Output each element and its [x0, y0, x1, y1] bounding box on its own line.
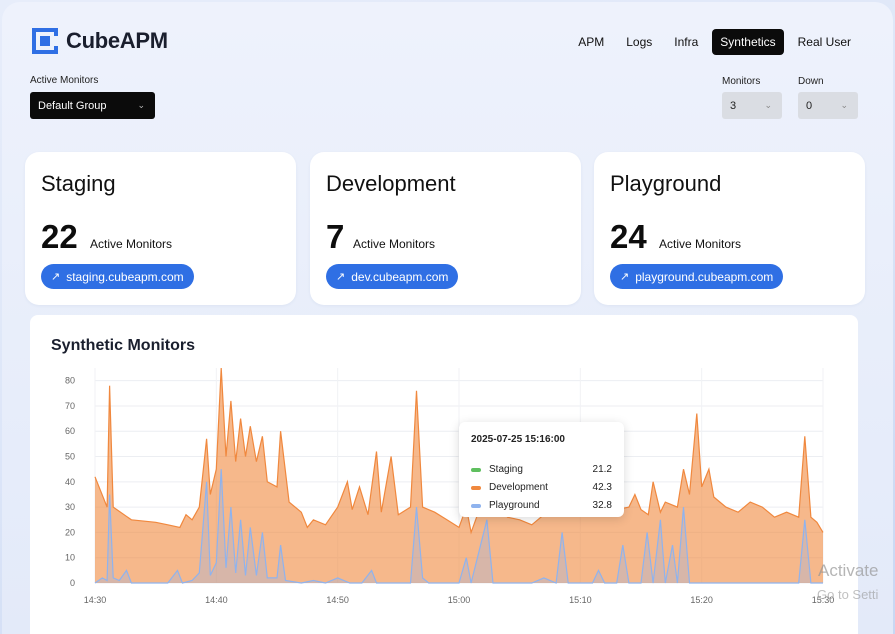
x-tick-label: 14:30: [84, 595, 107, 605]
synthetic-monitors-panel: Synthetic Monitors 0 10 20 30 40 50 60 70 80 14:3…: [30, 315, 858, 634]
chart-tooltip: 2025-07-25 15:16:00 Staging 21.2 Develop…: [459, 422, 624, 517]
series-line-playground: [94, 469, 823, 584]
y-tick-label: 60: [65, 426, 75, 436]
external-link-icon: ↗: [620, 271, 630, 283]
monitors-select[interactable]: 3 ⌄: [722, 92, 782, 119]
tooltip-value: 21.2: [592, 464, 612, 475]
x-tick-label: 15:20: [690, 595, 713, 605]
y-tick-label: 40: [65, 477, 75, 487]
legend-swatch: [471, 503, 481, 508]
x-tick-label: 14:50: [326, 595, 349, 605]
series-area-development: [95, 368, 823, 583]
group-select-value: Default Group: [38, 99, 107, 112]
y-tick-label: 0: [70, 578, 75, 588]
tooltip-value: 42.3: [592, 482, 612, 493]
monitors-label: Monitors: [722, 76, 761, 87]
tooltip-row-development: Development 42.3: [471, 482, 612, 493]
nav-real-user[interactable]: Real User: [797, 35, 851, 49]
down-label: Down: [798, 76, 824, 87]
x-tick-label: 14:40: [205, 595, 228, 605]
card-title: Playground: [610, 171, 722, 196]
monitors-select-value: 3: [730, 99, 737, 112]
card-link-staging[interactable]: ↗ staging.cubeapm.com: [41, 264, 194, 289]
card-link-development[interactable]: ↗ dev.cubeapm.com: [326, 264, 459, 289]
down-select-value: 0: [806, 99, 813, 112]
card-title: Development: [326, 171, 456, 196]
y-tick-label: 10: [65, 553, 75, 563]
y-tick-label: 50: [65, 452, 75, 462]
down-select[interactable]: 0 ⌄: [798, 92, 858, 119]
logo[interactable]: CubeAPM: [32, 28, 168, 54]
card-title: Staging: [41, 171, 116, 196]
external-link-icon: ↗: [51, 271, 61, 283]
nav-synthetics[interactable]: Synthetics: [712, 29, 784, 55]
y-tick-label: 30: [65, 502, 75, 512]
card-link-playground[interactable]: ↗ playground.cubeapm.com: [610, 264, 784, 289]
legend-swatch: [471, 485, 481, 490]
card-link-text: dev.cubeapm.com: [351, 269, 449, 284]
tooltip-label: Development: [489, 482, 548, 493]
tooltip-label: Staging: [489, 464, 523, 475]
group-select[interactable]: Default Group ⌄: [30, 92, 155, 119]
top-nav: APM Logs Infra Synthetics Real User: [570, 29, 859, 55]
card-count: 24: [610, 218, 647, 255]
card-link-text: playground.cubeapm.com: [635, 269, 774, 284]
nav-infra[interactable]: Infra: [674, 35, 699, 49]
series-line-development: [94, 367, 824, 535]
tooltip-time: 2025-07-25 15:16:00: [471, 434, 565, 445]
card-count: 7: [326, 218, 345, 255]
y-tick-label: 70: [65, 401, 75, 411]
chevron-down-icon: ⌄: [840, 100, 848, 110]
activation-watermark: Activate: [818, 561, 879, 580]
panel-title: Synthetic Monitors: [51, 337, 196, 354]
activation-watermark-sub: Go to Setti: [817, 587, 879, 602]
legend-swatch: [471, 467, 481, 472]
active-monitors-label: Active Monitors: [30, 75, 99, 86]
y-tick-label: 20: [65, 527, 75, 537]
tooltip-row-playground: Playground 32.8: [471, 500, 612, 511]
tooltip-row-staging: Staging 21.2: [471, 464, 612, 475]
chevron-down-icon: ⌄: [764, 100, 772, 110]
app-name: CubeAPM: [66, 28, 168, 53]
cube-logo-icon: [32, 28, 58, 54]
x-tick-label: 15:10: [569, 595, 592, 605]
card-sub: Active Monitors: [90, 237, 173, 251]
chevron-down-icon: ⌄: [137, 100, 145, 110]
card-development: Development 7 Active Monitors ↗ dev.cube…: [310, 152, 581, 305]
tooltip-value: 32.8: [592, 500, 612, 511]
card-count: 22: [41, 218, 78, 255]
external-link-icon: ↗: [336, 271, 346, 283]
card-sub: Active Monitors: [353, 237, 436, 251]
card-sub: Active Monitors: [659, 237, 742, 251]
tooltip-label: Playground: [489, 500, 540, 511]
card-playground: Playground 24 Active Monitors ↗ playgrou…: [594, 152, 865, 305]
x-tick-label: 15:00: [448, 595, 471, 605]
x-tick-label: 15:30: [812, 595, 835, 605]
monitors-chart[interactable]: 0 10 20 30 40 50 60 70 80 14:30 14:40 14:50 15:00 15:…: [30, 315, 858, 634]
y-tick-label: 80: [65, 376, 75, 386]
card-staging: Staging 22 Active Monitors ↗ staging.cub…: [25, 152, 296, 305]
nav-apm[interactable]: APM: [578, 35, 605, 49]
card-link-text: staging.cubeapm.com: [66, 269, 184, 284]
nav-logs[interactable]: Logs: [626, 35, 653, 49]
